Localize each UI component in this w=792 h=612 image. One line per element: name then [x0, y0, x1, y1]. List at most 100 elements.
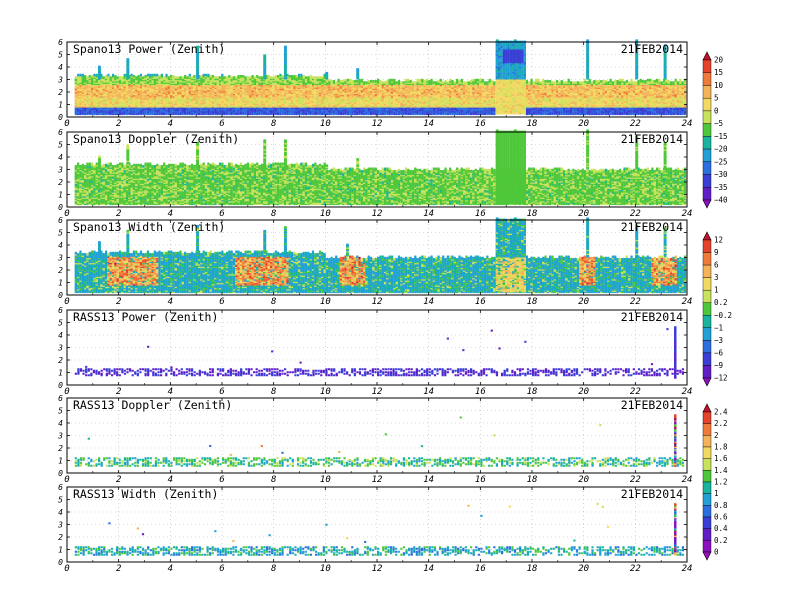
x-tick-label: 2	[116, 209, 121, 219]
colorbar-swatch	[702, 423, 712, 436]
y-tick-label: 1	[58, 101, 63, 110]
colorbar-label: 5	[714, 94, 719, 103]
colorbar-top-arrow	[702, 403, 712, 413]
x-tick-label: 22	[630, 209, 641, 219]
x-tick-label: 6	[219, 119, 224, 129]
colorbar-label: −12	[714, 374, 728, 383]
colorbar-label: 0.4	[714, 524, 728, 533]
x-tick-label: 12	[372, 475, 383, 485]
colorbar-label: 2.2	[714, 419, 728, 428]
colorbar-label: 0.6	[714, 513, 728, 522]
colorbar-swatch	[702, 161, 712, 175]
colorbar-label: −20	[714, 145, 728, 154]
y-tick-label: 5	[58, 51, 63, 60]
y-tick-label: 6	[58, 38, 63, 47]
x-tick-label: 10	[320, 387, 331, 397]
colorbar-label: −5	[714, 119, 723, 128]
x-tick-label: 8	[271, 119, 276, 129]
colorbar-width: 12 9 6 3 1 0.2 −0.2 −1 −3 −6 −9 −12	[702, 231, 732, 387]
y-tick-label: 1	[58, 546, 63, 555]
x-tick-label: 10	[320, 209, 331, 219]
colorbar-label: 10	[714, 81, 724, 90]
panel-title: Spano13 Width (Zenith)	[73, 220, 225, 234]
y-tick-label: 2	[58, 266, 63, 275]
colorbar-label: 2.4	[714, 408, 728, 417]
x-tick-label: 18	[527, 387, 538, 397]
x-tick-label: 2	[116, 564, 121, 574]
x-tick-label: 2	[116, 297, 121, 307]
x-tick-label: 16	[475, 387, 486, 397]
colorbar-bottom-arrow	[702, 551, 712, 561]
x-tick-label: 8	[271, 475, 276, 485]
x-tick-label: 12	[372, 209, 383, 219]
x-tick-label: 24	[682, 564, 693, 574]
x-tick-label: 22	[630, 119, 641, 129]
x-tick-label: 10	[320, 297, 331, 307]
y-tick-label: 1	[58, 457, 63, 466]
y-tick-label: 5	[58, 319, 63, 328]
y-tick-label: 2	[58, 178, 63, 187]
x-tick-label: 24	[682, 119, 693, 129]
x-tick-label: 22	[630, 475, 641, 485]
panel-title: RASS13 Power (Zenith)	[73, 310, 218, 324]
y-tick-label: 3	[57, 254, 63, 263]
panel-title: RASS13 Width (Zenith)	[73, 487, 218, 501]
y-tick-label: 2	[58, 533, 63, 542]
colorbar-label: 12	[714, 236, 723, 245]
x-tick-label: 20	[578, 475, 589, 485]
data-cells	[74, 39, 687, 116]
x-tick-label: 16	[475, 209, 486, 219]
x-tick-label: 12	[372, 387, 383, 397]
y-tick-label: 6	[58, 394, 63, 403]
x-tick-label: 18	[527, 564, 538, 574]
y-tick-label: 2	[58, 356, 63, 365]
x-tick-label: 24	[682, 475, 693, 485]
colorbar-label: 0.2	[714, 536, 728, 545]
colorbar-swatch	[702, 470, 712, 483]
x-tick-label: 0	[64, 387, 69, 397]
x-tick-label: 18	[527, 209, 538, 219]
y-tick-label: 1	[58, 191, 63, 200]
x-tick-label: 4	[168, 119, 173, 129]
x-tick-label: 18	[527, 297, 538, 307]
data-cells	[74, 217, 687, 294]
colorbar-label: 0	[714, 548, 719, 557]
x-tick-label: 0	[64, 564, 69, 574]
colorbar-label: −25	[714, 157, 728, 166]
colorbar-swatch	[702, 446, 712, 459]
data-cells	[74, 502, 685, 556]
colorbar-label: −9	[714, 361, 723, 370]
y-tick-label: 3	[57, 344, 63, 353]
y-tick-label: 0	[58, 291, 63, 300]
colorbar-swatch	[702, 148, 712, 163]
colorbar-swatch	[702, 516, 712, 529]
x-tick-label: 20	[578, 564, 589, 574]
y-tick-label: 0	[58, 469, 63, 478]
y-tick-label: 3	[57, 166, 63, 175]
colorbar-label: 20	[714, 56, 724, 65]
colorbar-swatch	[702, 252, 712, 266]
x-tick-label: 18	[527, 119, 538, 129]
colorbar-label: 1.8	[714, 443, 728, 452]
x-tick-label: 6	[219, 475, 224, 485]
y-tick-label: 0	[58, 558, 63, 567]
panel-date: 21FEB2014	[621, 487, 683, 501]
y-tick-label: 4	[58, 241, 63, 250]
data-cells	[74, 326, 685, 379]
panel-date: 21FEB2014	[621, 42, 683, 56]
x-tick-label: 0	[64, 297, 69, 307]
y-tick-label: 4	[58, 63, 63, 72]
colorbar-swatch	[702, 352, 712, 366]
x-tick-label: 4	[168, 475, 173, 485]
panel-date: 21FEB2014	[621, 220, 683, 234]
colorbar-swatch	[702, 264, 712, 278]
colorbar-label: 1.4	[714, 466, 728, 475]
colorbar-label: 1	[714, 489, 719, 498]
x-tick-label: 10	[320, 564, 331, 574]
panel-title: RASS13 Doppler (Zenith)	[73, 398, 232, 412]
colorbar-swatch	[702, 239, 712, 253]
colorbar-label: 0.8	[714, 501, 728, 510]
colorbar-swatch	[702, 327, 712, 341]
